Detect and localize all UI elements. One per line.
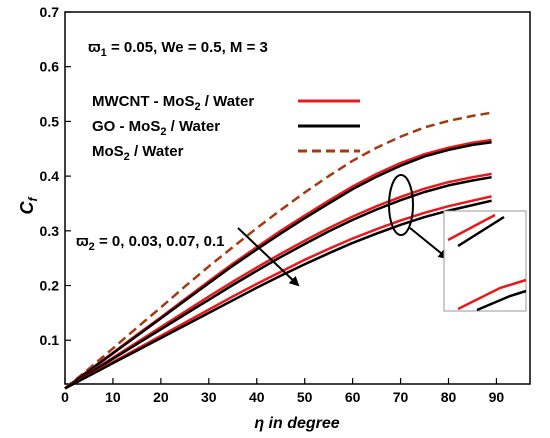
zoom-ellipse — [388, 174, 414, 236]
zoom-arrow — [409, 227, 449, 260]
y-axis-label: Cf — [17, 197, 40, 215]
svg-text:Cf: Cf — [17, 197, 40, 215]
phi2-annotation: ϖ2 = 0, 0.03, 0.07, 0.1 — [76, 233, 224, 253]
x-tick-label: 10 — [105, 389, 121, 405]
inset-curve-red-lower — [457, 278, 527, 311]
x-tick-label: 40 — [249, 389, 265, 405]
zoom-inset — [443, 210, 527, 312]
legend-label-mwcnt: MWCNT - MoS2 / Water — [92, 93, 254, 113]
x-axis-label: η in degree — [254, 415, 339, 432]
y-tick-label: 0.5 — [40, 113, 60, 129]
inset-curve-black-lower — [476, 289, 527, 312]
x-tick-label: 80 — [441, 389, 457, 405]
series-line-4 — [64, 175, 492, 390]
x-tick-label: 90 — [489, 389, 505, 405]
inset-curve-black-upper — [457, 215, 505, 248]
legend-label-go: GO - MoS2 / Water — [92, 118, 220, 138]
y-tick-label: 0.7 — [40, 4, 60, 20]
x-tick-label: 60 — [345, 389, 361, 405]
x-tick-label: 0 — [61, 389, 69, 405]
phi2-arrow — [237, 227, 300, 287]
series-lines — [64, 111, 492, 390]
y-axis-ticks: 0.1 0.2 0.3 0.4 0.5 0.6 0.7 — [40, 4, 71, 348]
series-line-2 — [64, 140, 492, 390]
x-tick-label: 20 — [153, 389, 169, 405]
series-line-5 — [64, 195, 492, 390]
legend-label-mos2: MoS2 / Water — [92, 143, 184, 163]
y-tick-label: 0.6 — [40, 59, 60, 75]
y-tick-label: 0.3 — [40, 223, 60, 239]
y-tick-label: 0.4 — [40, 168, 60, 184]
series-line-3 — [64, 172, 492, 390]
y-tick-label: 0.1 — [40, 332, 60, 348]
inset-curve-red-upper — [447, 213, 496, 242]
legend: MWCNT - MoS2 / Water GO - MoS2 / Water M… — [92, 93, 360, 163]
x-tick-label: 70 — [393, 389, 409, 405]
x-tick-label: 30 — [201, 389, 217, 405]
series-line-6 — [64, 199, 492, 390]
parameter-annotation: ϖ1 = 0.05, We = 0.5, M = 3 — [88, 39, 268, 59]
y-tick-label: 0.2 — [40, 278, 60, 294]
x-tick-label: 50 — [297, 389, 313, 405]
x-axis-ticks: 0 10 20 30 40 50 60 70 80 90 — [61, 378, 504, 405]
